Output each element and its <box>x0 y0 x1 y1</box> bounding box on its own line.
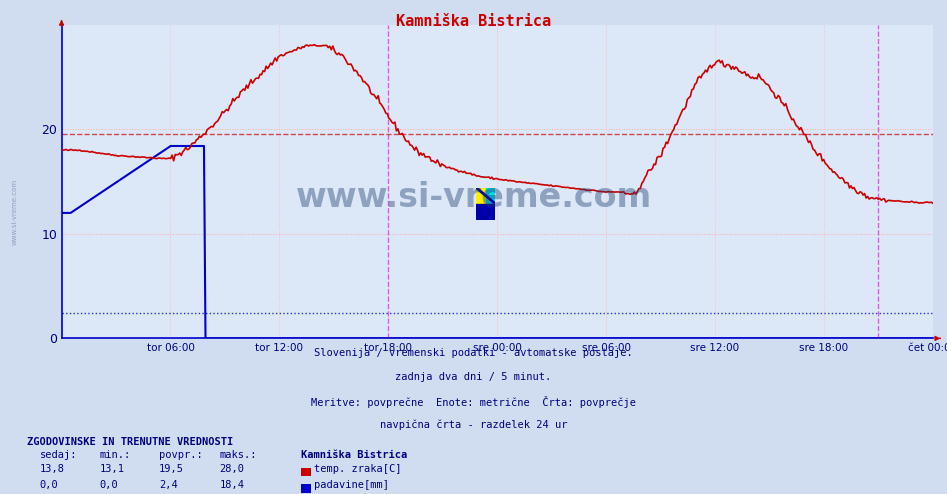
Text: www.si-vreme.com: www.si-vreme.com <box>295 181 652 214</box>
Text: 13,1: 13,1 <box>99 464 124 474</box>
Text: zadnja dva dni / 5 minut.: zadnja dva dni / 5 minut. <box>396 372 551 382</box>
Text: padavine[mm]: padavine[mm] <box>314 480 389 491</box>
Text: www.si-vreme.com: www.si-vreme.com <box>11 179 17 246</box>
Text: 13,8: 13,8 <box>40 464 64 474</box>
Text: sedaj:: sedaj: <box>40 450 78 460</box>
Text: Meritve: povprečne  Enote: metrične  Črta: povprečje: Meritve: povprečne Enote: metrične Črta:… <box>311 396 636 408</box>
Text: 28,0: 28,0 <box>220 464 244 474</box>
Text: Kamniška Bistrica: Kamniška Bistrica <box>301 450 407 460</box>
Text: maks.:: maks.: <box>220 450 258 460</box>
Text: povpr.:: povpr.: <box>159 450 203 460</box>
Bar <box>476 188 486 204</box>
Text: 0,0: 0,0 <box>40 480 59 491</box>
Text: Slovenija / vremenski podatki - avtomatske postaje.: Slovenija / vremenski podatki - avtomats… <box>314 348 633 358</box>
Text: 19,5: 19,5 <box>159 464 184 474</box>
Bar <box>476 204 495 220</box>
Text: 2,4: 2,4 <box>159 480 178 491</box>
Text: 0,0: 0,0 <box>99 480 118 491</box>
Text: ZGODOVINSKE IN TRENUTNE VREDNOSTI: ZGODOVINSKE IN TRENUTNE VREDNOSTI <box>27 437 233 447</box>
Text: navpična črta - razdelek 24 ur: navpična črta - razdelek 24 ur <box>380 419 567 430</box>
Text: min.:: min.: <box>99 450 131 460</box>
Text: temp. zraka[C]: temp. zraka[C] <box>314 464 402 474</box>
Text: 18,4: 18,4 <box>220 480 244 491</box>
Text: Kamniška Bistrica: Kamniška Bistrica <box>396 14 551 29</box>
Bar <box>486 188 495 204</box>
